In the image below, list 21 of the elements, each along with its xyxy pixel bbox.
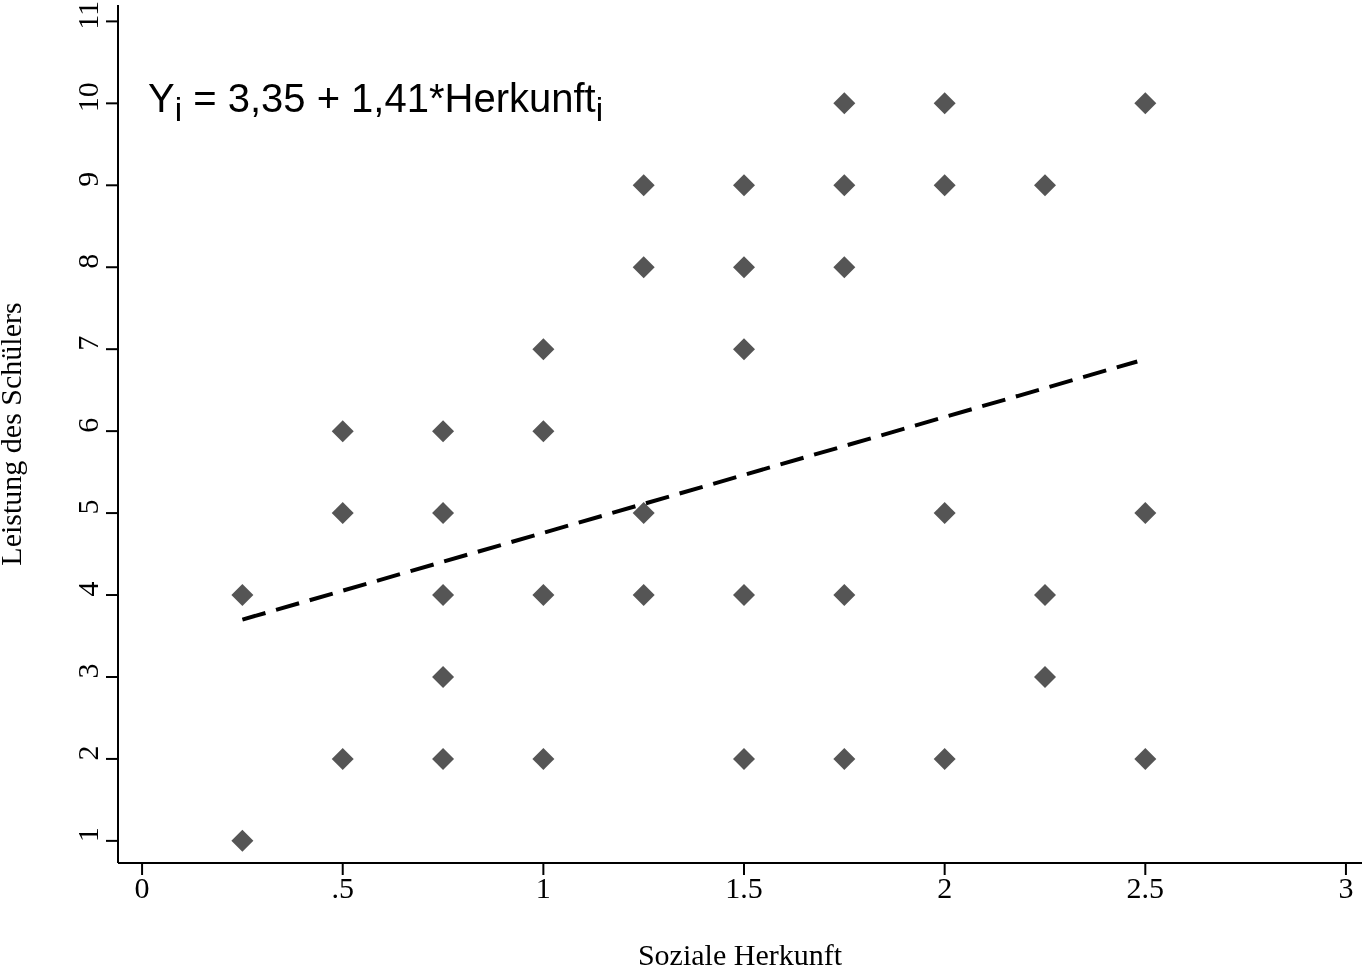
y-tick-label: 10 (71, 82, 104, 113)
x-tick-label: 1 (535, 871, 551, 905)
y-tick-label: 11 (71, 0, 104, 30)
x-tick-label: 3 (1338, 871, 1354, 905)
y-tick-label: 4 (71, 581, 104, 597)
y-tick-label: 5 (71, 499, 104, 515)
y-tick-label: 1 (71, 827, 104, 843)
y-tick-label: 9 (71, 171, 104, 187)
y-tick-label: 3 (71, 663, 104, 679)
y-tick-label: 7 (71, 335, 104, 351)
y-tick-label: 8 (71, 253, 104, 269)
annotation: Y$_{i}$ = 3,35 + 1,41*Herkunft$_{i}$ (148, 76, 604, 129)
x-tick-label: 1.5 (725, 871, 763, 905)
x-tick-label: .5 (331, 871, 354, 905)
y-tick-label: 6 (71, 417, 104, 433)
y-axis-title: Leistung des Schülers (0, 302, 27, 566)
x-tick-label: 2 (937, 871, 953, 905)
x-tick-label: 2.5 (1126, 871, 1165, 905)
x-tick-label: 0 (134, 871, 150, 905)
x-axis-title: Soziale Herkunft (637, 938, 843, 967)
y-tick-label: 2 (71, 745, 104, 761)
